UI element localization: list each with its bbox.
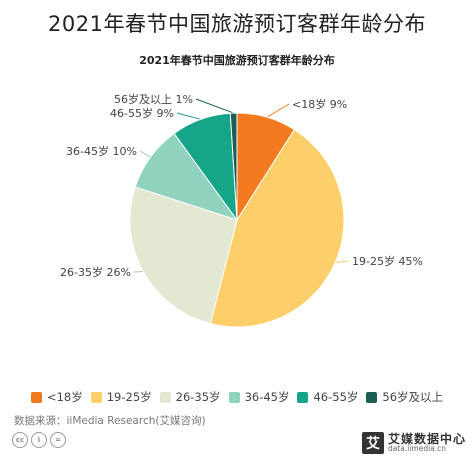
leader-line <box>266 103 290 118</box>
slice-label: 46-55岁 9% <box>110 106 174 120</box>
chart-legend: <18岁 19-25岁 26-35岁 36-45岁 46-55岁 56岁及以上 <box>0 389 474 405</box>
leader-line <box>139 150 151 158</box>
brand-name: 艾媒数据中心 <box>387 431 466 446</box>
slice-label: 19-25岁 45% <box>352 254 423 268</box>
legend-item: 26-35岁 <box>159 389 221 405</box>
brand-logo: 艾 艾媒数据中心 data.iimedia.cn <box>361 431 466 454</box>
nd-icon: = <box>50 432 66 448</box>
pie-slice <box>209 128 345 328</box>
pie-chart: <18岁 9% 19-25岁 45% 26-35岁 26% 36-45岁 10% 46-… <box>60 92 423 328</box>
legend-label: <18岁 <box>46 390 83 404</box>
pie-slice <box>129 186 238 325</box>
slice-label: 36-45岁 10% <box>66 144 137 158</box>
page-title: 2021年春节中国旅游预订客群年龄分布 <box>48 12 426 36</box>
by-icon: i <box>31 432 47 448</box>
legend-item: <18岁 <box>30 389 83 405</box>
license-badges: cc i = <box>12 432 66 448</box>
cc-icon: cc <box>12 432 28 448</box>
legend-item: 36-45岁 <box>228 389 290 405</box>
slice-label: 56岁及以上 1% <box>114 92 193 106</box>
legend-item: 56岁及以上 <box>366 389 443 405</box>
leader-line <box>335 260 350 263</box>
brand-url: data.iimedia.cn <box>387 444 447 454</box>
legend-label: 19-25岁 <box>106 390 152 404</box>
brand-mark-icon: 艾 <box>361 432 384 454</box>
legend-swatch <box>159 391 171 403</box>
legend-swatch <box>90 391 102 403</box>
legend-label: 26-35岁 <box>175 390 221 404</box>
chart-title: 2021年春节中国旅游预订客群年龄分布 <box>139 54 335 67</box>
legend-swatch <box>297 391 309 403</box>
legend-item: 46-55岁 <box>297 389 358 405</box>
pie-slice <box>229 112 238 221</box>
legend-label: 36-45岁 <box>244 390 290 404</box>
legend-label: 46-55岁 <box>313 390 359 404</box>
data-source: 数据来源：iiMedia Research(艾媒咨询) <box>14 415 206 427</box>
leader-line <box>176 112 201 120</box>
legend-swatch <box>30 391 42 403</box>
slice-label: 26-35岁 26% <box>60 265 131 279</box>
legend-swatch <box>366 391 378 403</box>
legend-item: 19-25岁 <box>90 389 152 405</box>
leader-line <box>195 98 234 114</box>
legend-swatch <box>228 391 240 403</box>
slice-label: <18岁 9% <box>292 97 347 111</box>
legend-label: 56岁及以上 <box>382 390 444 404</box>
